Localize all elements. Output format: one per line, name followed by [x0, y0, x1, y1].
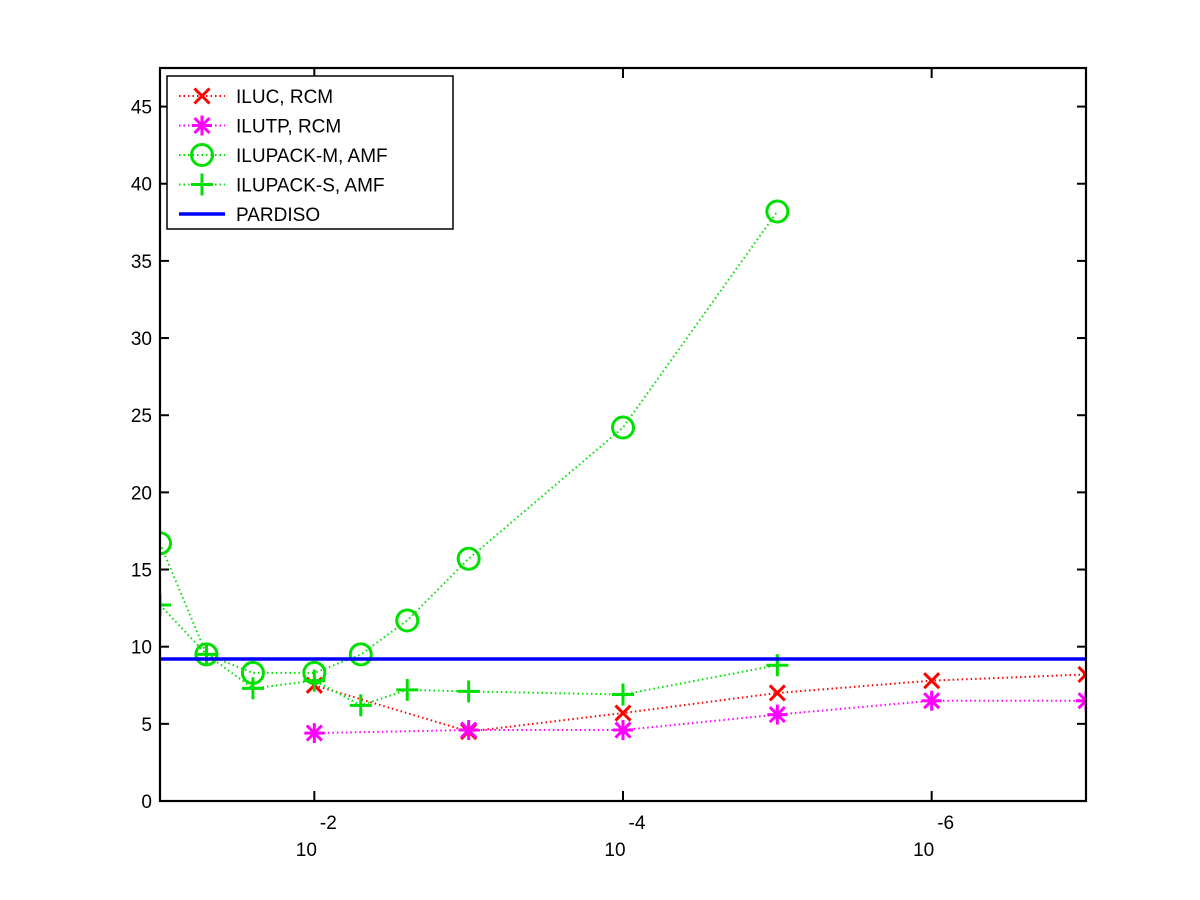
- y-tick-label-2: 10: [131, 638, 152, 659]
- series-1-point-4: [921, 690, 942, 711]
- series-1-point-2: [613, 720, 633, 741]
- y-tick-label-8: 40: [131, 175, 152, 196]
- legend-entry-4: PARDISO: [179, 205, 320, 226]
- series-1-point-1: [458, 720, 479, 741]
- series-3-point-5: [396, 678, 419, 701]
- x-tick-label-exp-1: -4: [629, 813, 646, 834]
- legend-label-1: ILUTP, RCM: [236, 117, 341, 138]
- series-3-point-6: [457, 680, 480, 703]
- legend-marker-3: [191, 173, 213, 196]
- series-0-point-4: [923, 672, 941, 690]
- x-tick-label-base-2: 10: [913, 840, 934, 861]
- y-tick-label-5: 25: [131, 406, 152, 427]
- legend-marker-2: [190, 143, 214, 167]
- x-tick-label-base-1: 10: [604, 840, 625, 861]
- y-tick-label-1: 5: [141, 715, 152, 736]
- series-0-point-5: [1077, 665, 1086, 684]
- legend-marker-0: [193, 87, 211, 105]
- series-1-point-5: [1076, 690, 1086, 711]
- series-line-1: [314, 699, 1086, 735]
- y-tick-label-6: 30: [131, 329, 152, 350]
- y-tick-label-7: 35: [131, 252, 152, 273]
- legend-entry-0: ILUC, RCM: [179, 87, 333, 108]
- series-2-point-5: [395, 608, 420, 633]
- y-tick-label-3: 15: [131, 561, 152, 582]
- x-tick-label-exp-0: -2: [320, 813, 337, 834]
- legend-label-3: ILUPACK-S, AMF: [236, 176, 385, 197]
- legend-marker-1: [192, 115, 212, 136]
- legend-label-2: ILUPACK-M, AMF: [236, 146, 388, 167]
- series-0-point-3: [768, 684, 786, 702]
- series-1-point-3: [767, 704, 788, 725]
- series-3-point-2: [241, 677, 264, 700]
- y-tick-label-9: 45: [131, 98, 152, 119]
- series-1: [304, 690, 1086, 744]
- legend-label-0: ILUC, RCM: [236, 87, 333, 108]
- series-3-point-0: [160, 594, 171, 617]
- legend-entry-1: ILUTP, RCM: [179, 115, 341, 138]
- legend-label-4: PARDISO: [236, 205, 320, 226]
- series-1-point-0: [304, 723, 325, 744]
- series-3: [160, 594, 789, 717]
- series-line-0: [314, 673, 1086, 733]
- series-2-point-4: [348, 642, 373, 667]
- series-3-point-1: [195, 643, 218, 666]
- x-tick-label-exp-2: -6: [937, 813, 954, 834]
- y-tick-label-4: 20: [131, 483, 152, 504]
- legend-box: [166, 75, 454, 230]
- series-2-point-6: [456, 546, 481, 571]
- series-3-point-4: [349, 694, 372, 717]
- series-2-point-7: [611, 415, 635, 440]
- x-tick-label-base-0: 10: [296, 840, 317, 861]
- series-2-point-8: [765, 199, 790, 224]
- y-tick-label-0: 0: [141, 792, 152, 813]
- series-3-point-7: [612, 683, 634, 706]
- series-3-point-3: [303, 669, 326, 692]
- series-0-point-2: [614, 704, 632, 722]
- legend-entry-2: ILUPACK-M, AMF: [179, 143, 388, 167]
- legend: ILUC, RCM ILUTP, RCM ILUPACK-M, AMF ILUPACK…: [166, 75, 454, 230]
- legend-entry-3: ILUPACK-S, AMF: [179, 173, 385, 197]
- series-layer: [160, 199, 1086, 744]
- series-2-point-0: [160, 531, 172, 556]
